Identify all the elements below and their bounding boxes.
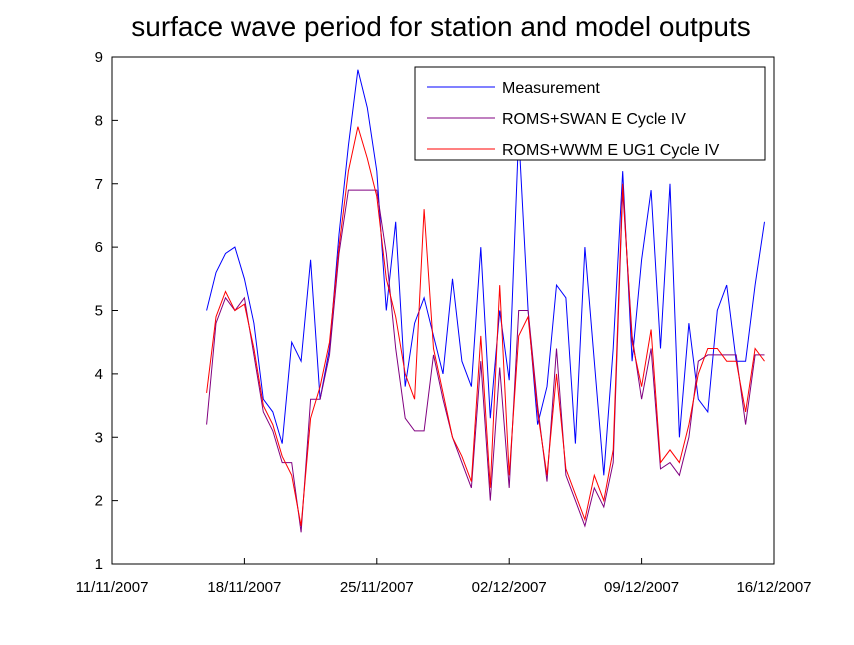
- legend-label-3: ROMS+WWM E UG1 Cycle IV: [502, 142, 720, 159]
- y-tick-label: 5: [95, 303, 103, 320]
- y-tick-label: 7: [95, 176, 103, 193]
- x-tick-label: 02/12/2007: [472, 579, 547, 596]
- x-tick-label: 18/11/2007: [207, 579, 281, 596]
- series-line-2: [206, 189, 765, 533]
- y-tick-label: 8: [95, 112, 103, 129]
- x-tick-label: 09/12/2007: [604, 579, 679, 596]
- x-tick-label: 16/12/2007: [736, 579, 811, 596]
- y-tick-label: 9: [95, 49, 103, 66]
- series-line-3: [206, 126, 765, 527]
- x-tick-label: 11/11/2007: [76, 579, 149, 596]
- chart-title: surface wave period for station and mode…: [131, 11, 750, 42]
- y-tick-label: 4: [95, 366, 103, 383]
- y-tick-label: 1: [95, 556, 103, 573]
- series-layer: [206, 69, 765, 533]
- axis-layer: 11/11/2007 18/11/2007 25/11/2007 02/12/2007…: [76, 49, 812, 596]
- y-tick-label: 3: [95, 429, 103, 446]
- series-line-1: [206, 69, 765, 476]
- x-tick-label: 25/11/2007: [340, 579, 414, 596]
- legend-label-2: ROMS+SWAN E Cycle IV: [502, 111, 686, 128]
- y-tick-label: 6: [95, 239, 103, 256]
- legend-label-1: Measurement: [502, 80, 600, 97]
- legend: Measurement ROMS+SWAN E Cycle IV ROMS+WWM …: [414, 66, 766, 161]
- y-tick-label: 2: [95, 493, 103, 510]
- legend-box: [414, 66, 766, 161]
